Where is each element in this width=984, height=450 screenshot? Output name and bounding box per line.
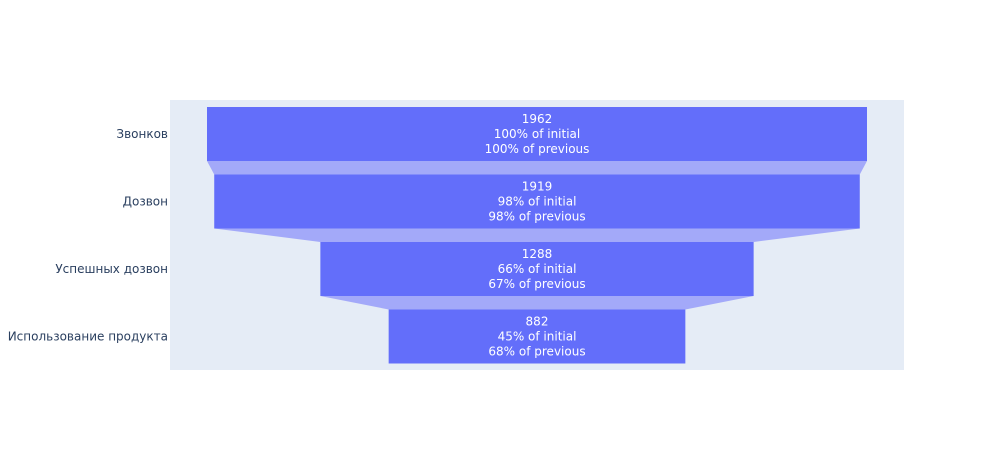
bar-percent-previous-label: 68% of previous [488,345,585,359]
bar-percent-initial-label: 98% of initial [498,195,577,209]
funnel-connector [207,161,867,175]
category-label: Дозвон [123,195,168,209]
funnel-connector [214,228,860,242]
bar-percent-previous-label: 67% of previous [488,277,585,291]
bar-percent-previous-label: 98% of previous [488,210,585,224]
funnel-bar[interactable] [207,107,867,161]
funnel-bar[interactable] [214,174,860,229]
bar-value-label: 1288 [522,247,553,261]
bar-value-label: 882 [526,315,549,329]
funnel-bar[interactable] [388,309,686,364]
funnel-bars [207,107,867,364]
bar-percent-previous-label: 100% of previous [485,142,590,156]
funnel-connectors [207,161,867,310]
bar-percent-initial-label: 100% of initial [494,127,581,141]
funnel-bar[interactable] [320,242,754,296]
funnel-connector [320,296,754,310]
category-label: Успешных дозвон [55,262,168,276]
bar-value-label: 1919 [522,180,553,194]
bar-percent-initial-label: 45% of initial [498,330,577,344]
bar-percent-initial-label: 66% of initial [498,262,577,276]
bar-value-label: 1962 [522,112,553,126]
category-labels: Звонков Дозвон Успешных дозвон Использовани… [8,127,168,344]
category-label: Звонков [116,127,168,141]
category-label: Использование продукта [8,330,168,344]
